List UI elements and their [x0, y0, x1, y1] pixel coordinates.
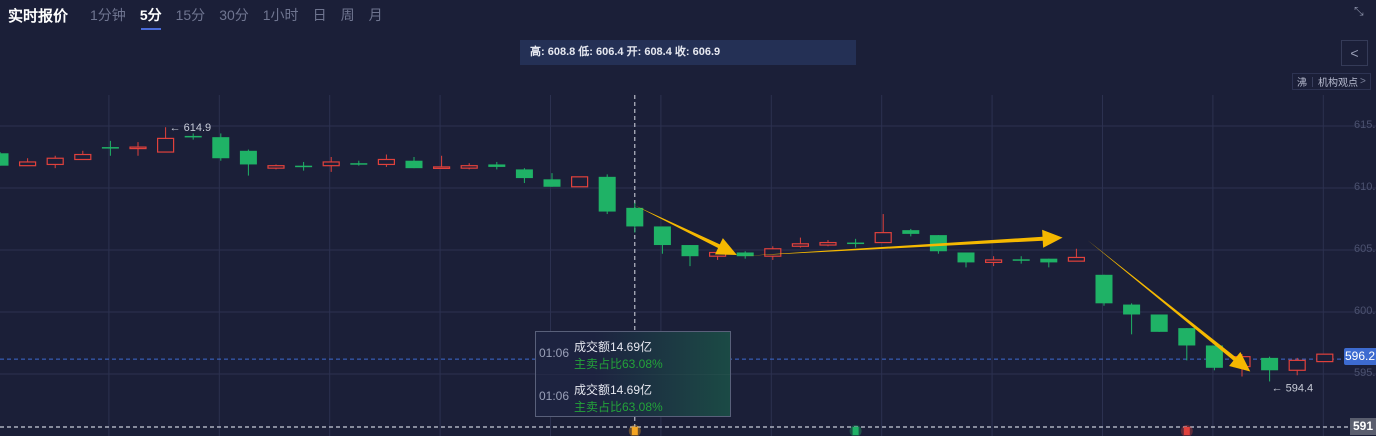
candle-body-up — [570, 176, 589, 188]
tab-15min[interactable]: 15分 — [175, 7, 206, 23]
candle-body-down — [626, 207, 644, 227]
bar-chart-icon-glyph — [852, 427, 859, 435]
trend-arrow — [739, 229, 1063, 257]
candle-body-up — [129, 146, 147, 150]
candle-body-up — [1067, 256, 1086, 262]
period-tabs: 实时报价 1分钟 5分 15分 30分 1小时 日 周 月 — [8, 3, 397, 30]
candle-body-down — [957, 252, 975, 263]
candle-body-down — [515, 169, 533, 179]
candle-body-up — [433, 166, 451, 170]
candle-body-down — [1012, 259, 1030, 261]
tab-week[interactable]: 周 — [340, 7, 355, 23]
candle-body-up — [1288, 359, 1306, 371]
y-tick-label: 605. — [1354, 243, 1376, 255]
candle-body-down — [736, 252, 754, 257]
candle-body-down — [350, 163, 368, 165]
viewpoint-label: 机构观点 — [1318, 78, 1358, 89]
tab-5min[interactable]: 5分 — [139, 7, 162, 30]
candle-body-down — [239, 150, 257, 165]
tooltip-amount: 成交额14.69亿 — [574, 340, 653, 354]
candle-body-up — [322, 161, 340, 167]
coin-icon-glyph — [631, 427, 638, 435]
collapse-button[interactable]: < — [1341, 40, 1368, 66]
candle-body-up — [46, 157, 64, 166]
tooltip-row: 01:06 成交额14.69亿 主卖占比63.08% — [536, 332, 730, 374]
tab-1hour[interactable]: 1小时 — [262, 7, 299, 23]
current-price-tag: 596.2 — [1344, 348, 1376, 365]
candle-body-up — [764, 248, 782, 257]
candle-body-up — [791, 243, 810, 247]
candle-body-down — [295, 165, 313, 168]
candle-body-down — [847, 242, 865, 245]
bar-chart-icon-glyph — [1183, 427, 1190, 435]
candle-body-down — [681, 245, 699, 257]
y-tick-label: 615. — [1354, 119, 1376, 131]
trend-arrow — [634, 205, 737, 255]
candle-body-down — [929, 235, 947, 252]
candle-body-up — [267, 165, 285, 169]
candle-body-down — [543, 179, 561, 187]
tooltip-ratio: 主卖占比63.08% — [574, 400, 663, 414]
compress-icon[interactable]: ⤡ — [1354, 4, 1364, 18]
candle-body-down — [212, 137, 230, 159]
candle-body-down — [1095, 274, 1113, 304]
min-price-label: ← 594.4 — [1272, 382, 1314, 394]
candle-body-down — [101, 147, 119, 149]
candle-body-down — [653, 226, 671, 246]
candle-body-up — [74, 153, 92, 161]
candle-body-down — [405, 160, 423, 169]
max-price-label: ← 614.9 — [170, 122, 212, 134]
candle-body-up — [819, 241, 837, 246]
tab-day[interactable]: 日 — [312, 7, 327, 23]
candle-body-down — [488, 164, 506, 167]
candle-body-up — [19, 161, 37, 167]
candle-body-down — [1205, 345, 1223, 368]
viewpoint-button[interactable]: 沸 机构观点 > — [1292, 73, 1371, 90]
candle-body-down — [1261, 357, 1279, 371]
candle-body-up — [984, 259, 1003, 264]
viewpoint-prefix: 沸 — [1297, 78, 1307, 89]
divider — [1312, 76, 1313, 87]
candle-body-up — [1316, 353, 1334, 363]
candle-body-up — [874, 232, 892, 244]
candle-body-down — [0, 153, 9, 166]
candle-body-down — [598, 176, 616, 212]
y-tick-label: 600. — [1354, 305, 1376, 317]
trend-arrow — [1087, 240, 1251, 372]
tab-30min[interactable]: 30分 — [219, 7, 249, 23]
tab-month[interactable]: 月 — [368, 7, 383, 23]
chevron-right-icon: > — [1360, 76, 1366, 87]
crosshair-price-tag: 591 — [1350, 418, 1376, 435]
page-title: 实时报价 — [8, 7, 69, 25]
candle-body-down — [1123, 304, 1141, 315]
y-tick-label: 610. — [1354, 181, 1376, 193]
tooltip-time: 01:06 — [539, 389, 570, 403]
candle-body-up — [377, 158, 395, 166]
candle-body-down — [1150, 314, 1168, 332]
tooltip-amount: 成交额14.69亿 — [574, 383, 653, 397]
trade-tooltip: 01:06 成交额14.69亿 主卖占比63.08% 01:06 成交额14.6… — [535, 331, 731, 417]
candle-body-up — [157, 137, 175, 153]
candle-body-down — [1178, 328, 1196, 346]
candle-body-down — [184, 135, 202, 138]
y-tick-label: 595. — [1354, 367, 1376, 379]
tooltip-ratio: 主卖占比63.08% — [574, 357, 663, 371]
tab-1min[interactable]: 1分钟 — [90, 7, 126, 23]
ohlc-readout: 高: 608.8 低: 606.4 开: 608.4 收: 606.9 — [520, 40, 856, 65]
candle-body-down — [1040, 258, 1058, 263]
candle-body-down — [902, 230, 920, 234]
tooltip-row: 01:06 成交额14.69亿 主卖占比63.08% — [536, 374, 730, 417]
candle-body-up — [460, 165, 478, 169]
tooltip-time: 01:06 — [539, 346, 570, 360]
